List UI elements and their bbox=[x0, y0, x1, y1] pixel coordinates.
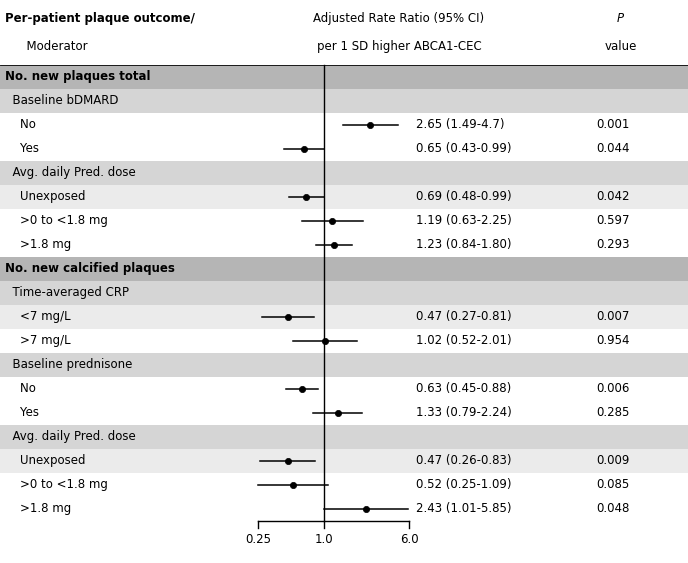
Text: No: No bbox=[5, 118, 36, 131]
Text: Baseline prednisone: Baseline prednisone bbox=[5, 358, 132, 371]
Text: 0.63 (0.45-0.88): 0.63 (0.45-0.88) bbox=[416, 382, 511, 395]
Bar bbox=[0, 401, 688, 425]
Text: 0.25: 0.25 bbox=[245, 533, 271, 546]
Text: Baseline bDMARD: Baseline bDMARD bbox=[5, 94, 118, 107]
Text: 6.0: 6.0 bbox=[400, 533, 419, 546]
Text: 1.23 (0.84-1.80): 1.23 (0.84-1.80) bbox=[416, 238, 512, 251]
Bar bbox=[0, 137, 688, 161]
Text: 0.044: 0.044 bbox=[596, 142, 630, 155]
Bar bbox=[0, 305, 688, 329]
Text: 0.042: 0.042 bbox=[596, 190, 630, 203]
Bar bbox=[0, 329, 688, 353]
Bar bbox=[0, 377, 688, 401]
Text: value: value bbox=[604, 40, 637, 53]
Bar bbox=[0, 0, 688, 65]
Bar bbox=[0, 281, 688, 305]
Text: 0.001: 0.001 bbox=[596, 118, 630, 131]
Bar bbox=[0, 425, 688, 449]
Text: <7 mg/L: <7 mg/L bbox=[5, 310, 70, 323]
Text: 0.52 (0.25-1.09): 0.52 (0.25-1.09) bbox=[416, 479, 512, 491]
Text: 0.293: 0.293 bbox=[596, 238, 630, 251]
Bar bbox=[0, 353, 688, 377]
Text: No: No bbox=[5, 382, 36, 395]
Bar bbox=[0, 449, 688, 473]
Text: >0 to <1.8 mg: >0 to <1.8 mg bbox=[5, 215, 108, 227]
Bar bbox=[0, 113, 688, 137]
Text: 0.007: 0.007 bbox=[596, 310, 630, 323]
Text: >1.8 mg: >1.8 mg bbox=[5, 502, 71, 515]
Text: 0.085: 0.085 bbox=[596, 479, 630, 491]
Bar bbox=[0, 161, 688, 185]
Text: 0.597: 0.597 bbox=[596, 215, 630, 227]
Text: Adjusted Rate Ratio (95% CI): Adjusted Rate Ratio (95% CI) bbox=[314, 12, 484, 25]
Text: 2.65 (1.49-4.7): 2.65 (1.49-4.7) bbox=[416, 118, 505, 131]
Text: 1.33 (0.79-2.24): 1.33 (0.79-2.24) bbox=[416, 406, 512, 419]
Bar bbox=[0, 89, 688, 113]
Text: Unexposed: Unexposed bbox=[5, 190, 85, 203]
Text: 2.43 (1.01-5.85): 2.43 (1.01-5.85) bbox=[416, 502, 512, 515]
Text: Avg. daily Pred. dose: Avg. daily Pred. dose bbox=[5, 430, 136, 443]
Text: per 1 SD higher ABCA1-CEC: per 1 SD higher ABCA1-CEC bbox=[316, 40, 482, 53]
Text: 0.006: 0.006 bbox=[596, 382, 630, 395]
Bar bbox=[0, 209, 688, 233]
Text: 0.47 (0.26-0.83): 0.47 (0.26-0.83) bbox=[416, 454, 512, 467]
Text: 1.0: 1.0 bbox=[314, 533, 334, 546]
Text: Per-patient plaque outcome/: Per-patient plaque outcome/ bbox=[5, 12, 195, 25]
Text: 0.954: 0.954 bbox=[596, 334, 630, 347]
Text: 0.285: 0.285 bbox=[596, 406, 630, 419]
Bar bbox=[0, 497, 688, 521]
Text: Avg. daily Pred. dose: Avg. daily Pred. dose bbox=[5, 166, 136, 179]
Text: 0.65 (0.43-0.99): 0.65 (0.43-0.99) bbox=[416, 142, 512, 155]
Text: 0.69 (0.48-0.99): 0.69 (0.48-0.99) bbox=[416, 190, 512, 203]
Text: No. new plaques total: No. new plaques total bbox=[5, 70, 150, 83]
Text: Yes: Yes bbox=[5, 142, 39, 155]
Text: No. new calcified plaques: No. new calcified plaques bbox=[5, 262, 175, 275]
Bar bbox=[0, 257, 688, 281]
Bar bbox=[0, 233, 688, 257]
Bar bbox=[0, 185, 688, 209]
Text: 1.19 (0.63-2.25): 1.19 (0.63-2.25) bbox=[416, 215, 512, 227]
Text: Unexposed: Unexposed bbox=[5, 454, 85, 467]
Text: P: P bbox=[617, 12, 624, 25]
Bar bbox=[0, 473, 688, 497]
Text: 0.009: 0.009 bbox=[596, 454, 630, 467]
Text: >7 mg/L: >7 mg/L bbox=[5, 334, 70, 347]
Text: 0.47 (0.27-0.81): 0.47 (0.27-0.81) bbox=[416, 310, 512, 323]
Text: Moderator: Moderator bbox=[19, 40, 87, 53]
Text: Yes: Yes bbox=[5, 406, 39, 419]
Text: >1.8 mg: >1.8 mg bbox=[5, 238, 71, 251]
Text: Time-averaged CRP: Time-averaged CRP bbox=[5, 286, 129, 300]
Text: >0 to <1.8 mg: >0 to <1.8 mg bbox=[5, 479, 108, 491]
Bar bbox=[0, 65, 688, 89]
Text: 0.048: 0.048 bbox=[596, 502, 630, 515]
Text: 1.02 (0.52-2.01): 1.02 (0.52-2.01) bbox=[416, 334, 512, 347]
